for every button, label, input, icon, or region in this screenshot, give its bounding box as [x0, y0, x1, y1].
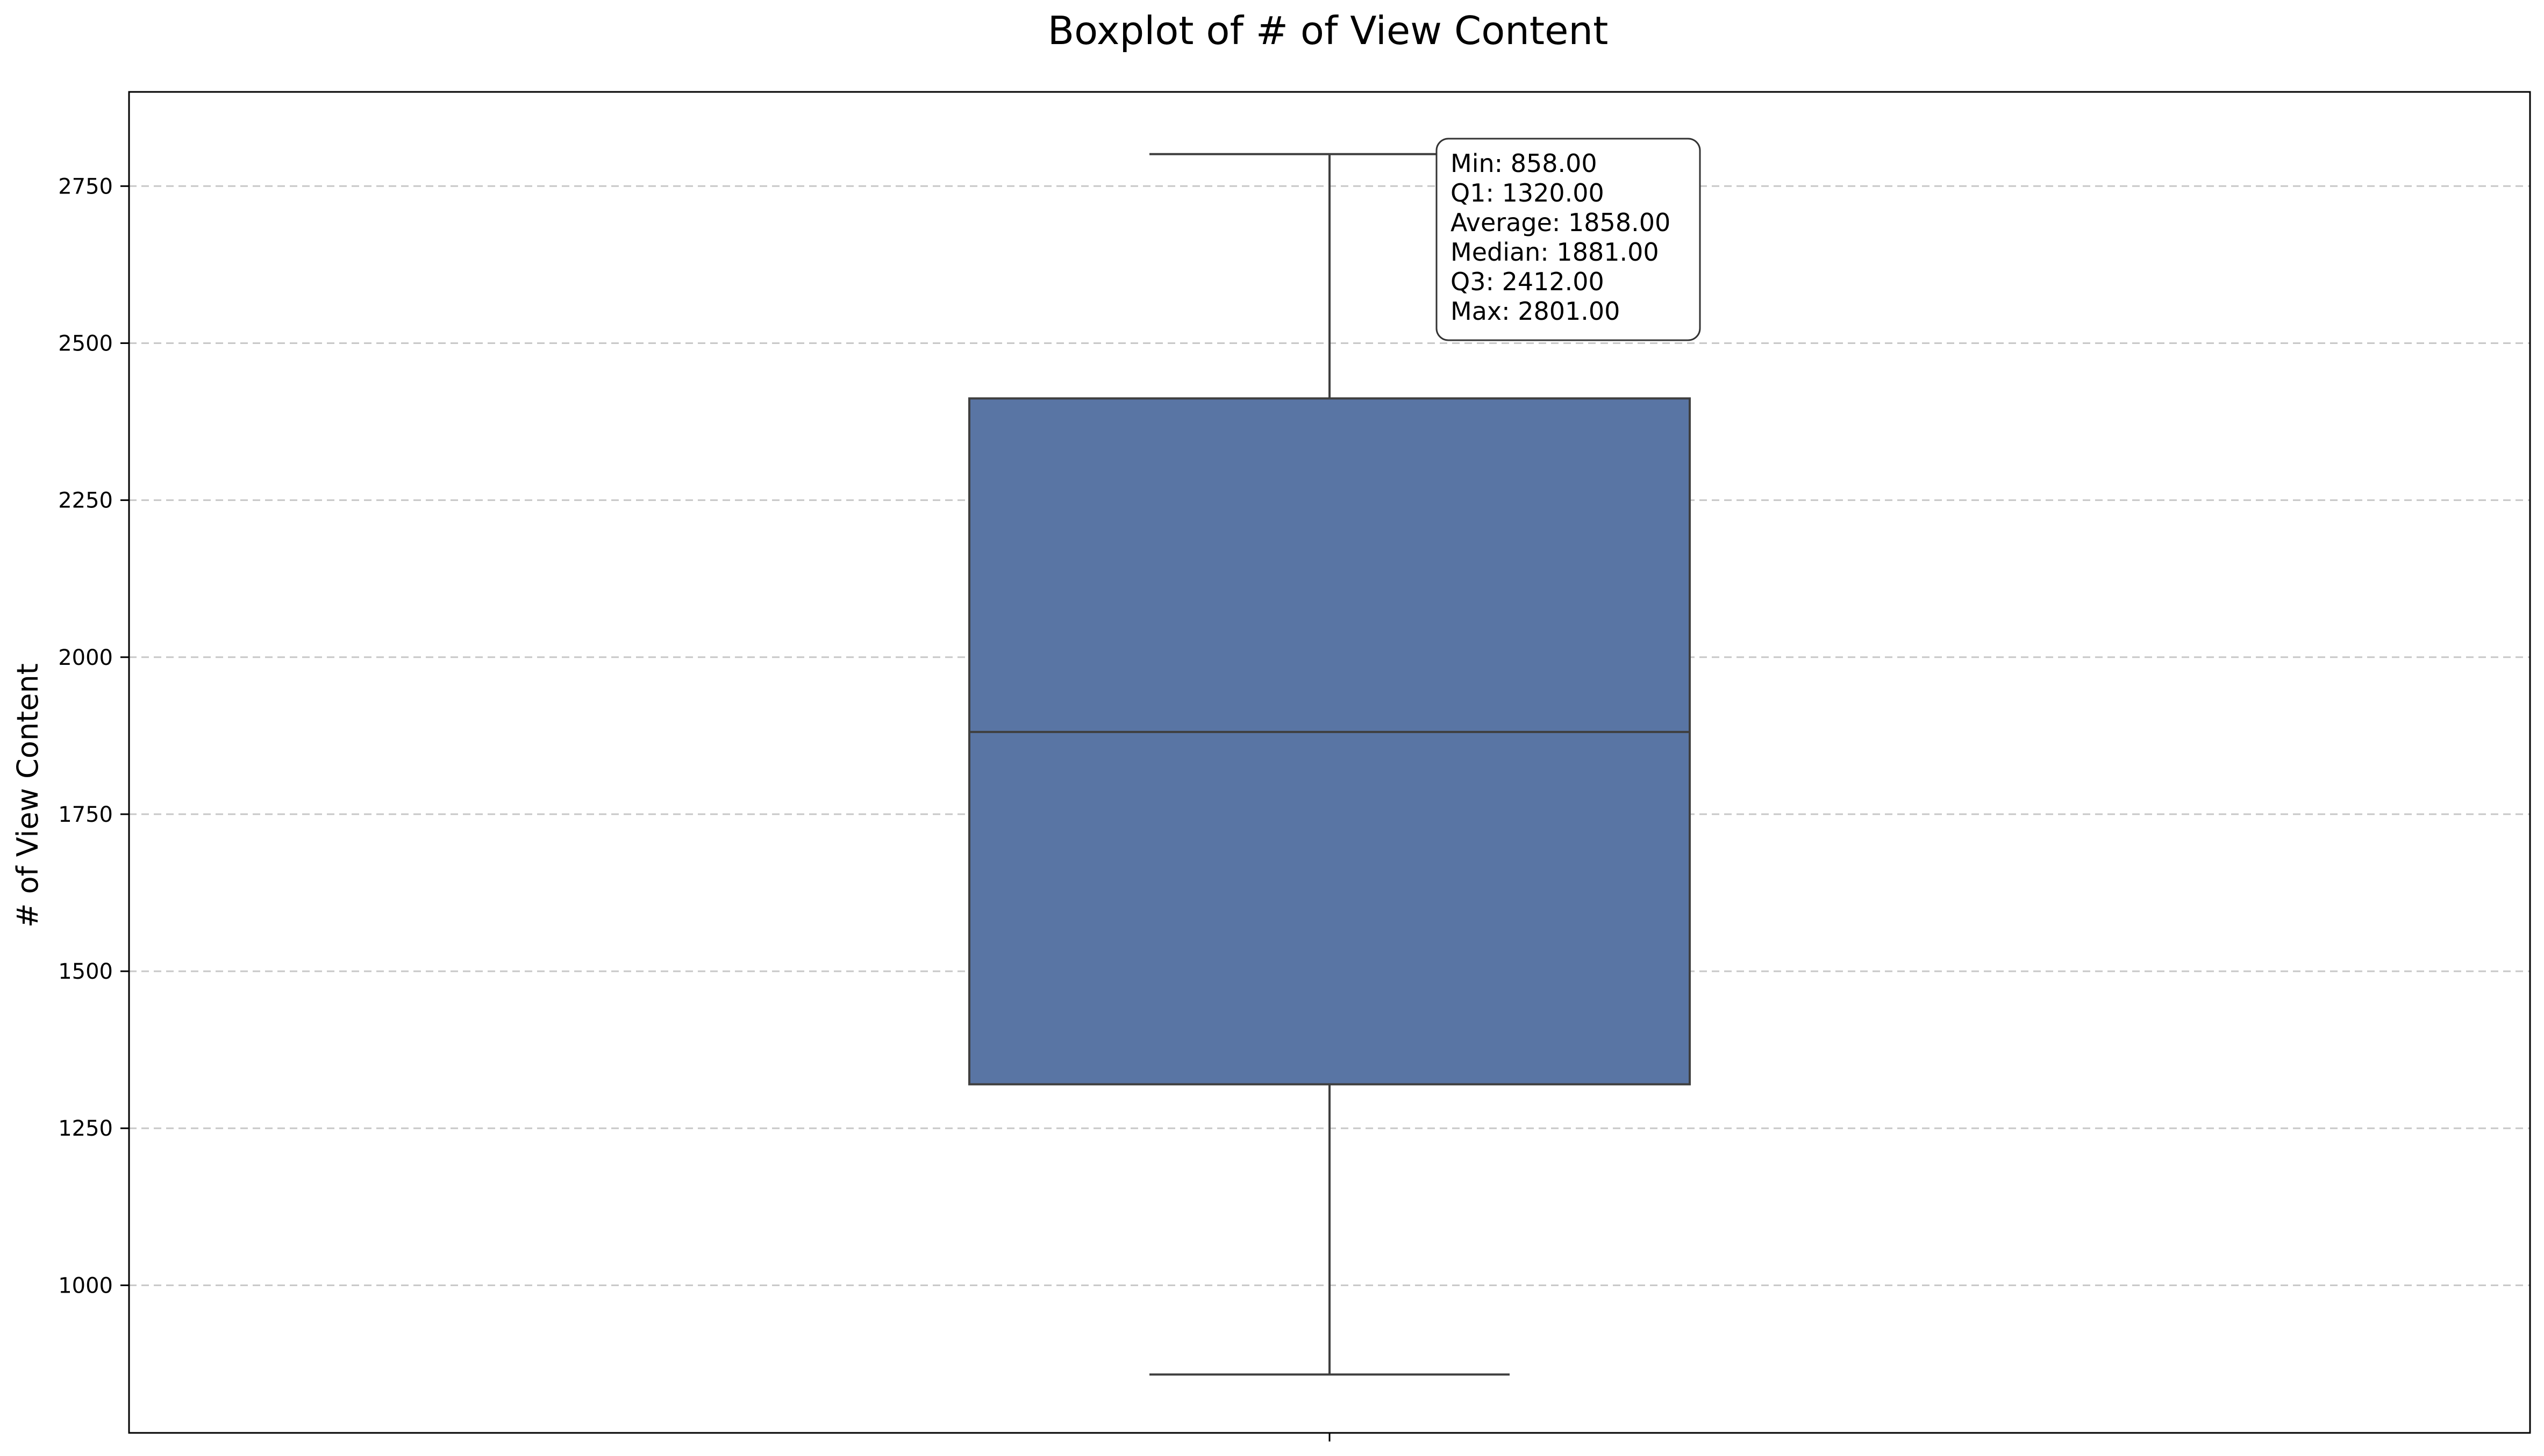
y-tick-label: 1000 — [58, 1273, 113, 1298]
y-tick-label: 1250 — [58, 1116, 113, 1141]
stats-line: Min: 858.00 — [1450, 149, 1597, 178]
axes: 1000 1250 1500 1750 2000 2250 2500 2750 — [58, 91, 2531, 1441]
y-tick-label: 2250 — [58, 489, 113, 513]
stats-line: Q3: 2412.00 — [1450, 267, 1604, 296]
iqr-box — [968, 397, 1691, 1086]
stats-line: Max: 2801.00 — [1450, 297, 1620, 326]
y-tick-label: 2750 — [58, 174, 113, 199]
y-tick-label: 1500 — [58, 959, 113, 984]
stats-box — [1435, 138, 1701, 341]
chart-title: Boxplot of # of View Content — [1048, 8, 1609, 53]
y-tick-label: 2000 — [58, 645, 113, 670]
y-axis-label: # of View Content — [11, 663, 45, 928]
y-tick-label: 2500 — [58, 331, 113, 356]
stats-line: Q1: 1320.00 — [1450, 178, 1604, 207]
plot-area — [968, 153, 1691, 1376]
stats-line: Median: 1881.00 — [1450, 238, 1659, 267]
stats-line: Average: 1858.00 — [1450, 208, 1670, 237]
y-tick-label: 1750 — [58, 802, 113, 827]
